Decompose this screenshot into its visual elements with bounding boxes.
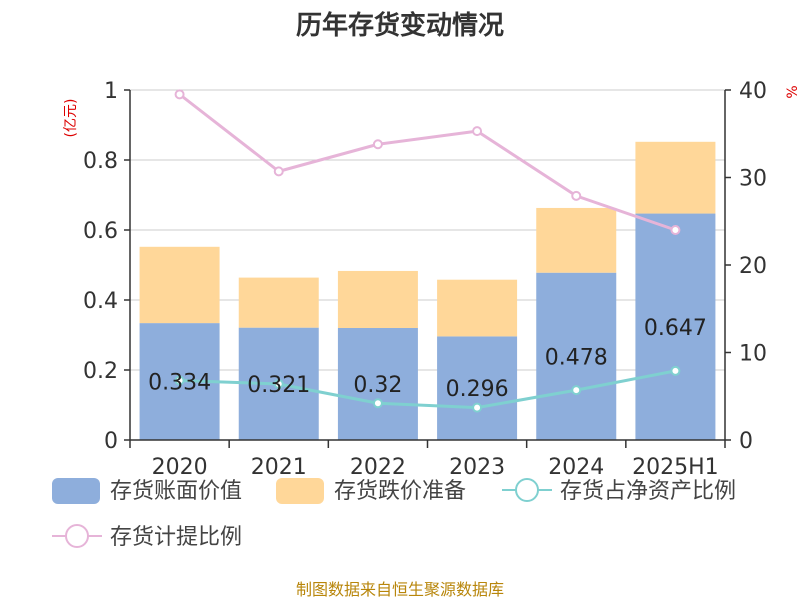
legend-swatch xyxy=(276,478,324,504)
left-tick-label: 0.2 xyxy=(83,359,118,384)
bar-value-label: 0.647 xyxy=(644,316,707,341)
provision-ratio-point xyxy=(273,166,284,177)
bar-reserve xyxy=(635,141,716,214)
bar-book-value xyxy=(635,213,716,440)
bar-reserve xyxy=(437,279,518,337)
legend-marker xyxy=(515,478,539,502)
chart-title: 历年存货变动情况 xyxy=(296,10,504,41)
x-tick-label: 2023 xyxy=(449,455,505,480)
bar-value-label: 0.296 xyxy=(446,377,509,402)
bar-value-label: 0.321 xyxy=(247,373,310,398)
legend-label: 存货占净资产比例 xyxy=(560,479,736,504)
provision-ratio-point xyxy=(174,89,185,100)
x-tick-label: 2025H1 xyxy=(632,455,719,480)
bar-reserve xyxy=(139,246,220,324)
net-asset-ratio-point xyxy=(472,402,483,413)
bar-reserve xyxy=(337,270,418,328)
bar-layer xyxy=(139,141,716,440)
bar-reserve xyxy=(238,277,319,328)
legend-marker xyxy=(65,524,89,548)
right-tick-label: 30 xyxy=(739,167,767,192)
x-tick-label: 2024 xyxy=(548,455,604,480)
bar-book-value xyxy=(437,336,518,440)
bar-value-label: 0.334 xyxy=(148,371,211,396)
net-asset-ratio-point xyxy=(174,375,185,386)
bar-book-value xyxy=(337,328,418,440)
legend-swatch xyxy=(52,478,100,504)
right-tick-label: 0 xyxy=(739,429,753,454)
net-asset-ratio-point xyxy=(372,398,383,409)
source-note: 制图数据来自恒生聚源数据库 xyxy=(296,580,504,599)
legend-label: 存货计提比例 xyxy=(110,525,242,550)
legend-label: 存货账面价值 xyxy=(110,479,242,504)
bar-value-label: 0.478 xyxy=(545,345,608,370)
x-tick-label: 2021 xyxy=(251,455,307,480)
x-tick-label: 2022 xyxy=(350,455,406,480)
provision-ratio-point xyxy=(670,225,681,235)
left-tick-label: 0 xyxy=(104,429,118,454)
right-tick-label: 40 xyxy=(739,79,767,104)
left-tick-label: 1 xyxy=(104,79,118,104)
provision-ratio-line xyxy=(178,93,676,232)
left-tick-label: 0.6 xyxy=(83,219,118,244)
net-asset-ratio-line xyxy=(179,369,676,410)
left-tick-label: 0.8 xyxy=(83,149,118,174)
left-axis-unit: (亿元) xyxy=(63,99,79,138)
provision-ratio-point xyxy=(571,190,582,201)
right-tick-label: 20 xyxy=(739,254,767,279)
net-asset-ratio-point xyxy=(571,385,582,396)
right-tick-label: 10 xyxy=(739,342,767,367)
provision-ratio-point xyxy=(372,139,383,150)
bar-value-label: 0.32 xyxy=(353,373,402,398)
right-axis-unit: % xyxy=(785,85,800,98)
bar-value-labels: 0.334 0.321 0.32 0.296 0.478 0.647 xyxy=(148,316,707,402)
line-layer xyxy=(174,89,681,413)
provision-ratio-point xyxy=(472,126,483,137)
net-asset-ratio-point xyxy=(670,365,681,376)
left-tick-label: 0.4 xyxy=(83,289,118,314)
net-asset-ratio-point xyxy=(273,379,284,389)
bar-book-value xyxy=(536,272,617,440)
x-tick-label: 2020 xyxy=(152,455,208,480)
legend-label: 存货跌价准备 xyxy=(334,479,466,504)
grid-lines xyxy=(130,89,725,371)
bar-reserve xyxy=(536,207,617,273)
